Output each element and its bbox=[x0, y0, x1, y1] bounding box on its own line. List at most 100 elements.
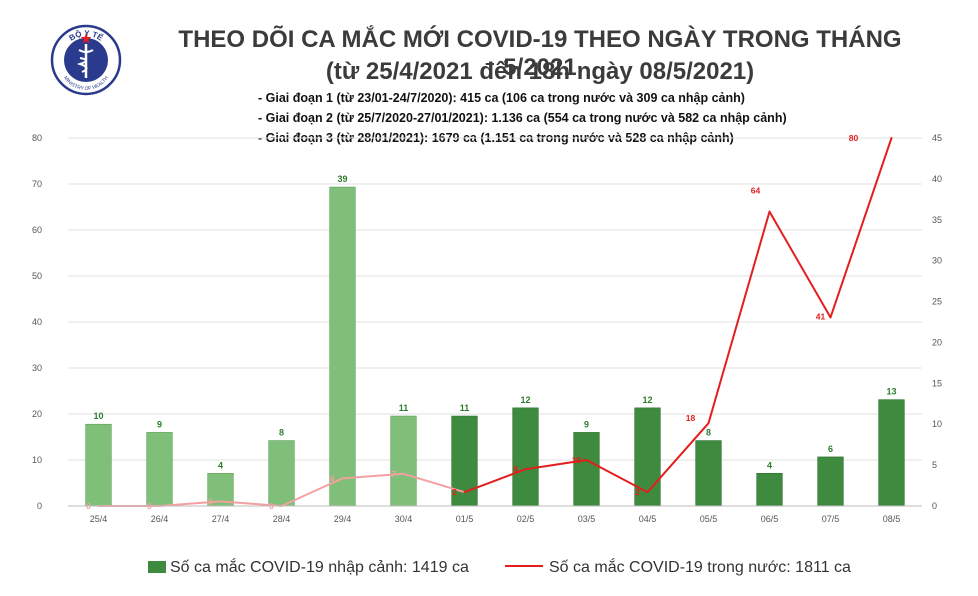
period-note-2: - Giai đoạn 2 (từ 25/7/2020-27/01/2021):… bbox=[258, 111, 787, 125]
bar bbox=[268, 440, 295, 507]
line-segment bbox=[707, 210, 771, 425]
line-segment bbox=[768, 210, 832, 319]
y-right-tick-label: 0 bbox=[932, 501, 937, 511]
x-tick-label: 28/4 bbox=[273, 514, 291, 524]
y-axis-left: 0 10 20 30 40 50 60 70 80 bbox=[32, 133, 42, 511]
bar-label: 9 bbox=[584, 419, 589, 429]
bar-label: 8 bbox=[279, 428, 284, 438]
bar-label: 4 bbox=[767, 460, 772, 470]
x-tick-label: 27/4 bbox=[212, 514, 230, 524]
bar bbox=[451, 415, 478, 507]
period-note-1: - Giai đoạn 1 (từ 23/01-24/7/2020): 415 … bbox=[258, 91, 745, 105]
y-left-tick-label: 60 bbox=[32, 225, 42, 235]
y-left-tick-label: 20 bbox=[32, 409, 42, 419]
y-left-tick-label: 10 bbox=[32, 455, 42, 465]
bar-label: 10 bbox=[93, 411, 103, 421]
y-right-tick-label: 15 bbox=[932, 378, 942, 388]
bar bbox=[756, 472, 783, 507]
line-segment bbox=[646, 422, 710, 494]
line-segment bbox=[158, 500, 222, 507]
line-label: 10 bbox=[572, 455, 582, 465]
legend-item-bars: Số ca mắc COVID-19 nhập cảnh: 1419 ca bbox=[148, 559, 469, 577]
bar-label: 11 bbox=[460, 403, 470, 413]
grid-lines bbox=[68, 137, 922, 507]
y-right-tick-label: 35 bbox=[932, 215, 942, 225]
bar bbox=[512, 407, 539, 507]
bar bbox=[329, 186, 356, 507]
x-tick-label: 03/5 bbox=[578, 514, 596, 524]
line-label: 6 bbox=[330, 473, 335, 483]
line-label: 8 bbox=[513, 464, 518, 474]
bar bbox=[573, 432, 600, 507]
y-left-tick-label: 80 bbox=[32, 133, 42, 143]
line-segment bbox=[585, 459, 649, 494]
line-segment bbox=[280, 477, 344, 507]
y-right-tick-label: 10 bbox=[932, 419, 942, 429]
legend-swatch-line bbox=[505, 565, 543, 567]
line-segment bbox=[219, 500, 283, 507]
line-label: 41 bbox=[816, 311, 826, 321]
legend-label-line: Số ca mắc COVID-19 trong nước: 1811 ca bbox=[549, 559, 851, 576]
legend-label-bars: Số ca mắc COVID-19 nhập cảnh: 1419 ca bbox=[170, 559, 469, 576]
legend-item-line: Số ca mắc COVID-19 trong nước: 1811 ca bbox=[505, 559, 851, 577]
line-label: 2 bbox=[452, 487, 457, 497]
x-tick-label: 02/5 bbox=[517, 514, 535, 524]
y-left-tick-label: 30 bbox=[32, 363, 42, 373]
bar bbox=[634, 407, 661, 507]
y-left-tick-label: 50 bbox=[32, 271, 42, 281]
bar-label: 4 bbox=[218, 460, 223, 470]
x-tick-label: 08/5 bbox=[883, 514, 901, 524]
line-label: 18 bbox=[686, 413, 696, 423]
bar-labels: 10 9 4 8 39 11 11 12 9 12 8 4 6 13 bbox=[93, 174, 896, 470]
x-tick-label: 26/4 bbox=[151, 514, 169, 524]
x-axis: 25/4 26/4 27/4 28/4 29/4 30/4 01/5 02/5 03/5 04/5… bbox=[68, 505, 922, 524]
line-label: 7 bbox=[391, 469, 396, 479]
line-segment bbox=[341, 472, 405, 480]
y-left-tick-label: 70 bbox=[32, 179, 42, 189]
line-label: 2 bbox=[635, 487, 640, 497]
line-segment bbox=[402, 472, 466, 494]
line-series bbox=[97, 137, 893, 507]
x-tick-label: 06/5 bbox=[761, 514, 779, 524]
line-segment bbox=[524, 459, 588, 471]
bar-label: 6 bbox=[828, 444, 833, 454]
x-tick-label: 07/5 bbox=[822, 514, 840, 524]
line-label: 1 bbox=[208, 496, 213, 506]
y-right-tick-label: 25 bbox=[932, 297, 942, 307]
ministry-of-health-logo: BỘ Y TẾ MINISTRY OF HEALTH bbox=[50, 24, 122, 96]
y-right-tick-label: 40 bbox=[932, 174, 942, 184]
x-tick-label: 05/5 bbox=[700, 514, 718, 524]
line-label: 64 bbox=[751, 186, 761, 196]
y-right-tick-label: 30 bbox=[932, 256, 942, 266]
y-right-tick-label: 5 bbox=[932, 460, 937, 470]
x-tick-label: 29/4 bbox=[334, 514, 352, 524]
y-left-tick-label: 0 bbox=[37, 501, 42, 511]
x-tick-label: 04/5 bbox=[639, 514, 657, 524]
x-tick-label: 25/4 bbox=[90, 514, 108, 524]
bar bbox=[817, 456, 844, 507]
y-left-tick-label: 40 bbox=[32, 317, 42, 327]
bar-label: 8 bbox=[706, 428, 711, 438]
y-axis-right: 0 5 10 15 20 25 30 35 40 45 bbox=[932, 133, 942, 511]
y-right-tick-label: 20 bbox=[932, 337, 942, 347]
bar-label: 12 bbox=[520, 395, 530, 405]
bar bbox=[695, 440, 722, 507]
line-segment bbox=[829, 137, 893, 319]
bar bbox=[390, 415, 417, 507]
bar-label: 9 bbox=[157, 419, 162, 429]
bar-label: 39 bbox=[337, 174, 347, 184]
legend-swatch-bars bbox=[148, 561, 166, 573]
chart-subtitle: (từ 25/4/2021 đến 18h ngày 08/5/2021) bbox=[325, 58, 755, 85]
line-segment bbox=[463, 468, 527, 494]
bar bbox=[146, 432, 173, 507]
bars-series bbox=[85, 186, 905, 507]
bar bbox=[85, 423, 112, 507]
bar bbox=[878, 399, 905, 507]
line-label: 80 bbox=[849, 133, 859, 143]
chart-title: THEO DÕI CA MẮC MỚI COVID-19 THEO NGÀY T… bbox=[178, 26, 902, 81]
bar-label: 13 bbox=[886, 387, 896, 397]
bar-label: 12 bbox=[642, 395, 652, 405]
bar-label: 11 bbox=[399, 403, 409, 413]
x-tick-label: 30/4 bbox=[395, 514, 413, 524]
